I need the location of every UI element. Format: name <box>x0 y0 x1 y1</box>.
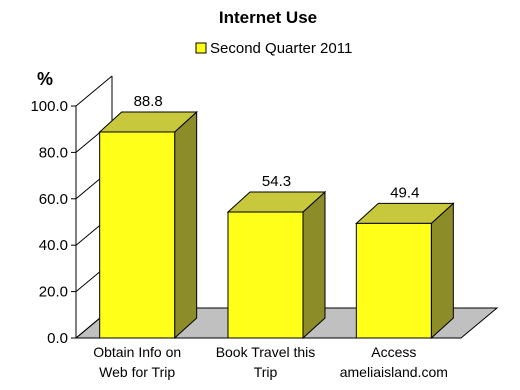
legend-label: Second Quarter 2011 <box>210 40 352 57</box>
plot-area: 0.0 20.0 40.0 60.0 80.0 100.0 88.8 Obtain Info … <box>30 75 499 380</box>
x-tick-label: Book Travel this <box>216 344 316 360</box>
data-label: 49.4 <box>390 184 419 201</box>
y-tick-label: 40.0 <box>39 237 68 254</box>
bar <box>355 222 432 339</box>
data-label: 88.8 <box>134 93 163 110</box>
x-tick-label: Web for Trip <box>99 364 175 380</box>
legend: Second Quarter 2011 <box>195 40 352 57</box>
y-tick-label: 100.0 <box>30 98 68 115</box>
y-tick-label: 60.0 <box>39 191 68 208</box>
bar-side <box>430 202 454 340</box>
bar-side <box>302 190 326 340</box>
x-tick-label: Obtain Info on <box>93 344 181 360</box>
bar <box>99 131 176 339</box>
y-depth-tick <box>75 75 113 107</box>
x-tick-label: Trip <box>254 364 278 380</box>
bar <box>227 211 304 339</box>
x-tick-label: Access <box>371 344 416 360</box>
data-label: 54.3 <box>262 173 291 190</box>
y-tick-label: 80.0 <box>39 144 68 161</box>
bar-side <box>174 110 198 340</box>
legend-swatch <box>195 42 207 54</box>
y-axis-label: % <box>37 69 53 89</box>
x-tick-label: ameliaisland.com <box>340 364 448 380</box>
y-tick-label: 20.0 <box>39 284 68 301</box>
chart-title: Internet Use <box>219 8 317 27</box>
y-tick-label: 0.0 <box>47 330 68 347</box>
